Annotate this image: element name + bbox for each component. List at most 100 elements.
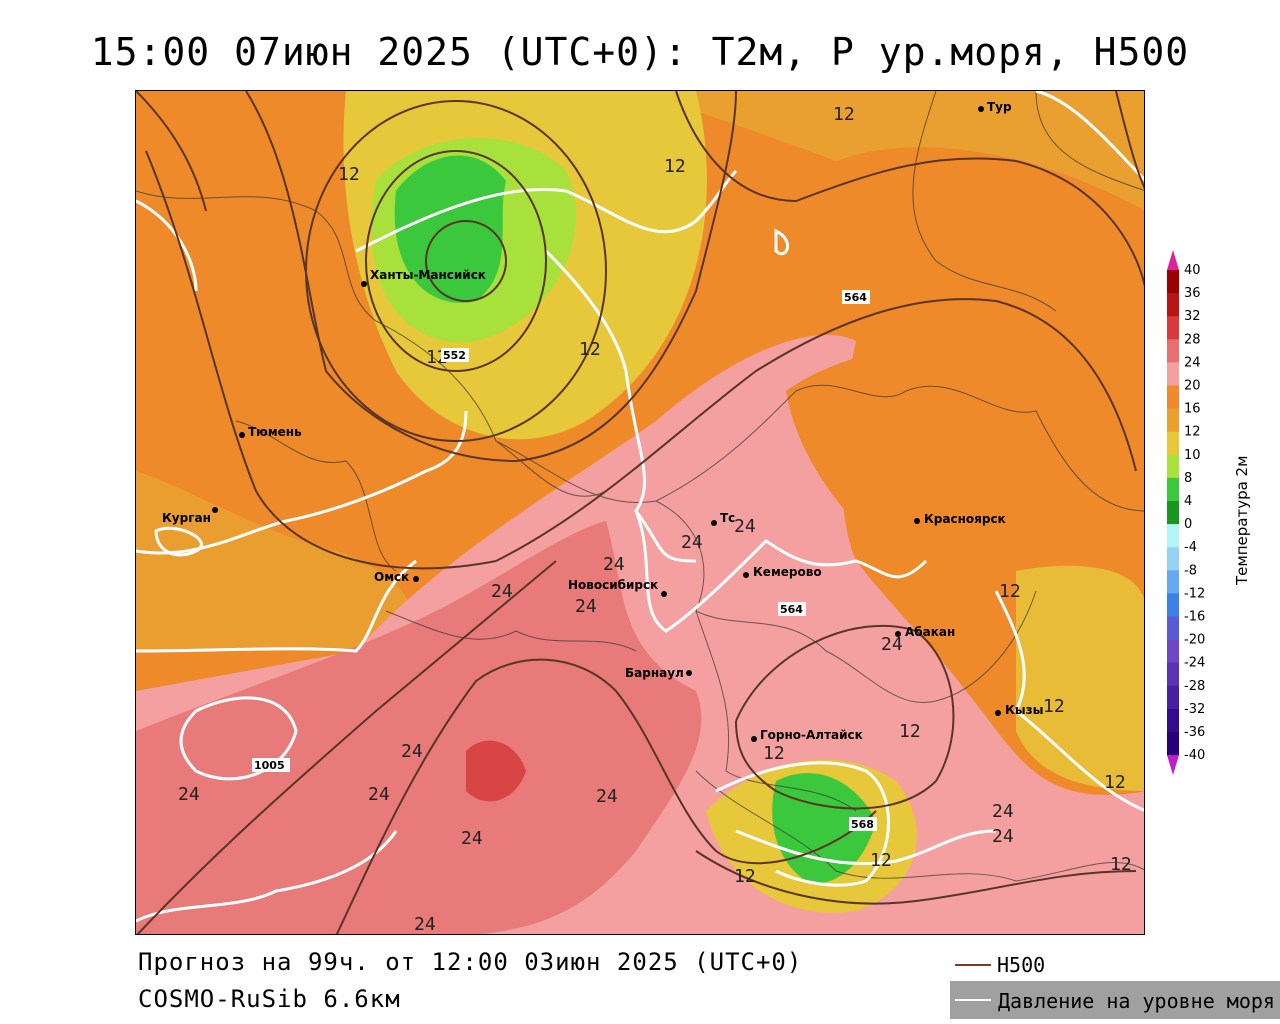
isotherm-label: 24 bbox=[461, 828, 483, 849]
city-markers: Ханты-Мансийск Тюмень Курган Омск Новоси… bbox=[162, 100, 1043, 742]
city-label: Тур bbox=[987, 100, 1012, 114]
city-dot bbox=[914, 518, 920, 524]
contour-value-labels: 564 564 568 552 1005 bbox=[252, 290, 877, 831]
h500-label: 564 bbox=[780, 603, 803, 616]
colorbar-tick-label: 12 bbox=[1184, 425, 1201, 440]
isotherm-label: 12 bbox=[338, 164, 360, 185]
city-dot bbox=[978, 106, 984, 112]
city-label: Омск bbox=[374, 570, 409, 584]
legend-pressure-label: Давление на уровне моря bbox=[998, 989, 1275, 1013]
colorbar-swatch bbox=[1167, 570, 1179, 594]
colorbar-swatch bbox=[1167, 501, 1179, 525]
h500-label: 568 bbox=[851, 818, 874, 831]
isotherm-label: 12 bbox=[763, 743, 785, 764]
isotherm-label: 24 bbox=[681, 532, 703, 553]
colorbar-tick-label: 8 bbox=[1184, 471, 1192, 486]
isotherm-label: 12 bbox=[1104, 772, 1126, 793]
colorbar-swatch bbox=[1167, 639, 1179, 664]
isotherm-label: 24 bbox=[491, 581, 513, 602]
colorbar-tick-label: -4 bbox=[1184, 540, 1197, 555]
city-dot bbox=[212, 507, 218, 513]
colorbar-swatch bbox=[1167, 316, 1179, 340]
legend-h500-line bbox=[955, 964, 991, 966]
forecast-info: Прогноз на 99ч. от 12:00 03июн 2025 (UTC… bbox=[138, 948, 803, 976]
colorbar-tick-label: 20 bbox=[1184, 379, 1201, 394]
colorbar-tick-label: -20 bbox=[1184, 633, 1205, 648]
colorbar-tick-label: -32 bbox=[1184, 702, 1205, 717]
colorbar-tick-label: -16 bbox=[1184, 610, 1205, 625]
colorbar-tick-label: 0 bbox=[1184, 517, 1192, 532]
colorbar-swatch bbox=[1167, 662, 1179, 687]
colorbar-swatch bbox=[1167, 293, 1179, 317]
colorbar-swatch bbox=[1167, 477, 1179, 502]
colorbar-tick-label: -8 bbox=[1184, 563, 1197, 578]
colorbar-swatch bbox=[1167, 708, 1179, 733]
colorbar-swatch bbox=[1167, 339, 1179, 363]
colorbar-ticks: 403632282420161210840-4-8-12-16-20-24-28… bbox=[1184, 263, 1205, 763]
city-dot bbox=[995, 710, 1001, 716]
weather-map: 12 12 12 12 12 12 12 12 12 12 12 12 12 2… bbox=[135, 90, 1145, 935]
city-label: Курган bbox=[162, 511, 211, 525]
h500-label: 564 bbox=[844, 291, 867, 304]
isotherm-label: 12 bbox=[1043, 696, 1065, 717]
colorbar-swatch bbox=[1167, 431, 1179, 456]
isotherm-label: 24 bbox=[734, 516, 756, 537]
city-dot bbox=[711, 520, 717, 526]
city-label: Кемерово bbox=[753, 565, 822, 579]
colorbar-swatch bbox=[1167, 362, 1179, 386]
city-label: Ханты-Мансийск bbox=[370, 268, 486, 282]
temperature-zone-12-16-east bbox=[1016, 565, 1144, 791]
temperature-zone-12-16-west bbox=[136, 471, 413, 651]
temperature-zone-28 bbox=[466, 740, 526, 802]
city-dot bbox=[661, 591, 667, 597]
h500-label: 552 bbox=[443, 349, 466, 362]
temperature-zone-12-16-north bbox=[136, 91, 1144, 210]
colorbar-swatch bbox=[1167, 732, 1179, 756]
isotherm-label: 24 bbox=[178, 784, 200, 805]
colorbar-bottom-arrow bbox=[1167, 755, 1179, 776]
colorbar-swatch bbox=[1167, 524, 1179, 548]
city-label: Красноярск bbox=[924, 512, 1006, 526]
colorbar-tick-label: -28 bbox=[1184, 679, 1205, 694]
city-label: Тс bbox=[720, 511, 735, 525]
isotherm-label: 12 bbox=[899, 721, 921, 742]
city-label: Барнаул bbox=[625, 666, 684, 680]
legend-pressure: Давление на уровне моря bbox=[950, 981, 1280, 1019]
city-label: Горно-Алтайск bbox=[760, 728, 863, 742]
isotherm-label: 24 bbox=[401, 741, 423, 762]
legend-pressure-line bbox=[955, 999, 991, 1001]
colorbar-tick-label: 10 bbox=[1184, 448, 1201, 463]
legend-h500-label: H500 bbox=[997, 953, 1046, 977]
city-label: Абакан bbox=[905, 625, 955, 639]
isotherm-labels: 12 12 12 12 12 12 12 12 12 12 12 12 12 2… bbox=[178, 104, 1132, 934]
isotherm-label: 12 bbox=[999, 581, 1021, 602]
isotherm-label: 12 bbox=[1110, 854, 1132, 875]
city-dot bbox=[361, 281, 367, 287]
colorbar-top-arrow bbox=[1167, 250, 1179, 270]
colorbar-tick-label: -36 bbox=[1184, 725, 1205, 740]
pressure-isobars bbox=[136, 91, 1144, 923]
temperature-zone-24-28 bbox=[136, 521, 702, 934]
isotherm-label: 12 bbox=[579, 339, 601, 360]
colorbar-tick-label: 4 bbox=[1184, 494, 1192, 509]
colorbar-swatch bbox=[1167, 685, 1179, 710]
colorbar-tick-label: 36 bbox=[1184, 286, 1201, 301]
pressure-label: 1005 bbox=[254, 759, 285, 772]
city-label: Кызы bbox=[1005, 703, 1043, 717]
isotherm-label: 24 bbox=[881, 634, 903, 655]
map-title: 15:00 07июн 2025 (UTC+0): T2м, P ур.моря… bbox=[90, 30, 1190, 74]
isotherm-label: 24 bbox=[596, 786, 618, 807]
colorbar-tick-label: 24 bbox=[1184, 355, 1201, 370]
colorbar-tick-label: 40 bbox=[1184, 263, 1201, 278]
city-dot bbox=[413, 576, 419, 582]
colorbar-swatch bbox=[1167, 616, 1179, 641]
colorbar-swatch bbox=[1167, 547, 1179, 571]
colorbar-swatch bbox=[1167, 408, 1179, 433]
temperature-zone-16-20-east bbox=[786, 345, 1078, 691]
temperature-zone-4-8 bbox=[394, 155, 506, 303]
isotherm-label: 24 bbox=[368, 784, 390, 805]
isotherm-label: 24 bbox=[992, 826, 1014, 847]
isotherm-label: 12 bbox=[870, 850, 892, 871]
colorbar-swatch bbox=[1167, 385, 1179, 410]
city-label: Тюмень bbox=[248, 425, 302, 439]
